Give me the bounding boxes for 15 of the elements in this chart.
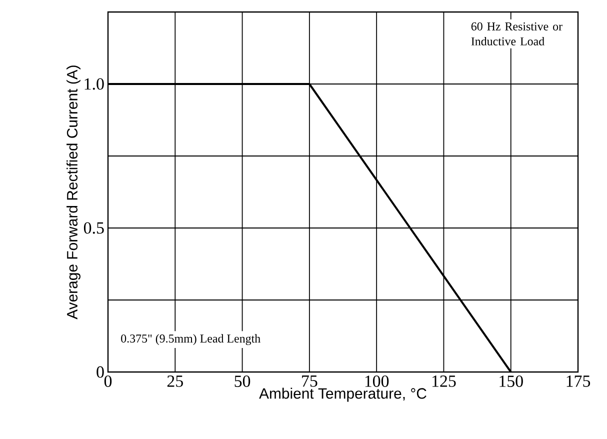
annotation: 60 Hz Resistive or Inductive Load [471, 22, 562, 46]
y-tick-label: 0 [96, 366, 104, 378]
x-tick-label: 150 [500, 376, 523, 387]
x-tick-label: 25 [167, 376, 183, 387]
x-tick-label: 125 [432, 376, 456, 387]
y-axis-title: Average Forward Rectified Current (A) [66, 66, 80, 320]
y-tick-label: 1.0 [84, 78, 104, 90]
annotation: 0.375" (9.5mm) Lead Length [121, 334, 260, 346]
x-tick-label: 100 [365, 376, 389, 387]
y-tick-label: 0.5 [84, 222, 104, 234]
x-tick-label: 75 [302, 376, 318, 387]
x-axis-title: Ambient Temperature, °C [259, 388, 426, 402]
x-tick-label: 0 [104, 376, 112, 387]
x-tick-label: 175 [566, 376, 590, 387]
x-tick-label: 50 [234, 376, 250, 387]
